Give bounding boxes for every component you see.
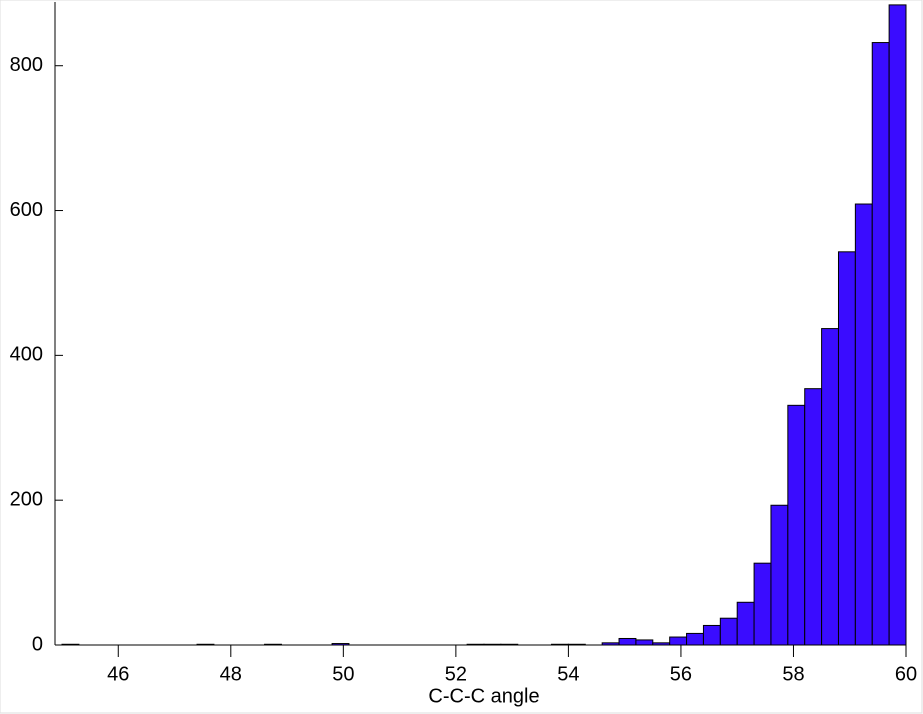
bar	[821, 328, 839, 646]
x-tick-label: 52	[445, 663, 467, 685]
bar	[753, 562, 772, 646]
x-tick-label: 56	[670, 663, 692, 685]
x-tick-label: 48	[220, 663, 242, 685]
bar	[669, 636, 688, 646]
bar	[854, 203, 873, 646]
y-tick-label: 600	[10, 199, 43, 221]
x-tick-label: 60	[895, 663, 917, 685]
y-tick-label: 0	[32, 633, 43, 655]
bar	[736, 601, 755, 646]
x-tick-label: 46	[107, 663, 129, 685]
bar	[837, 251, 856, 646]
bar	[635, 639, 654, 646]
bar	[871, 42, 890, 646]
y-tick-label: 400	[10, 344, 43, 366]
x-tick-label: 54	[557, 663, 579, 685]
x-tick-label: 50	[332, 663, 354, 685]
y-tick-label: 200	[10, 488, 43, 510]
y-tick-label: 800	[10, 54, 43, 76]
bar	[686, 632, 704, 646]
x-axis-label: C-C-C angle	[428, 685, 539, 707]
bar	[770, 504, 789, 646]
x-tick-label: 58	[782, 663, 804, 685]
bar	[787, 404, 806, 646]
bar	[888, 4, 907, 646]
bar	[618, 637, 637, 646]
bar	[702, 624, 721, 646]
bar	[719, 617, 738, 646]
bar	[804, 388, 823, 646]
